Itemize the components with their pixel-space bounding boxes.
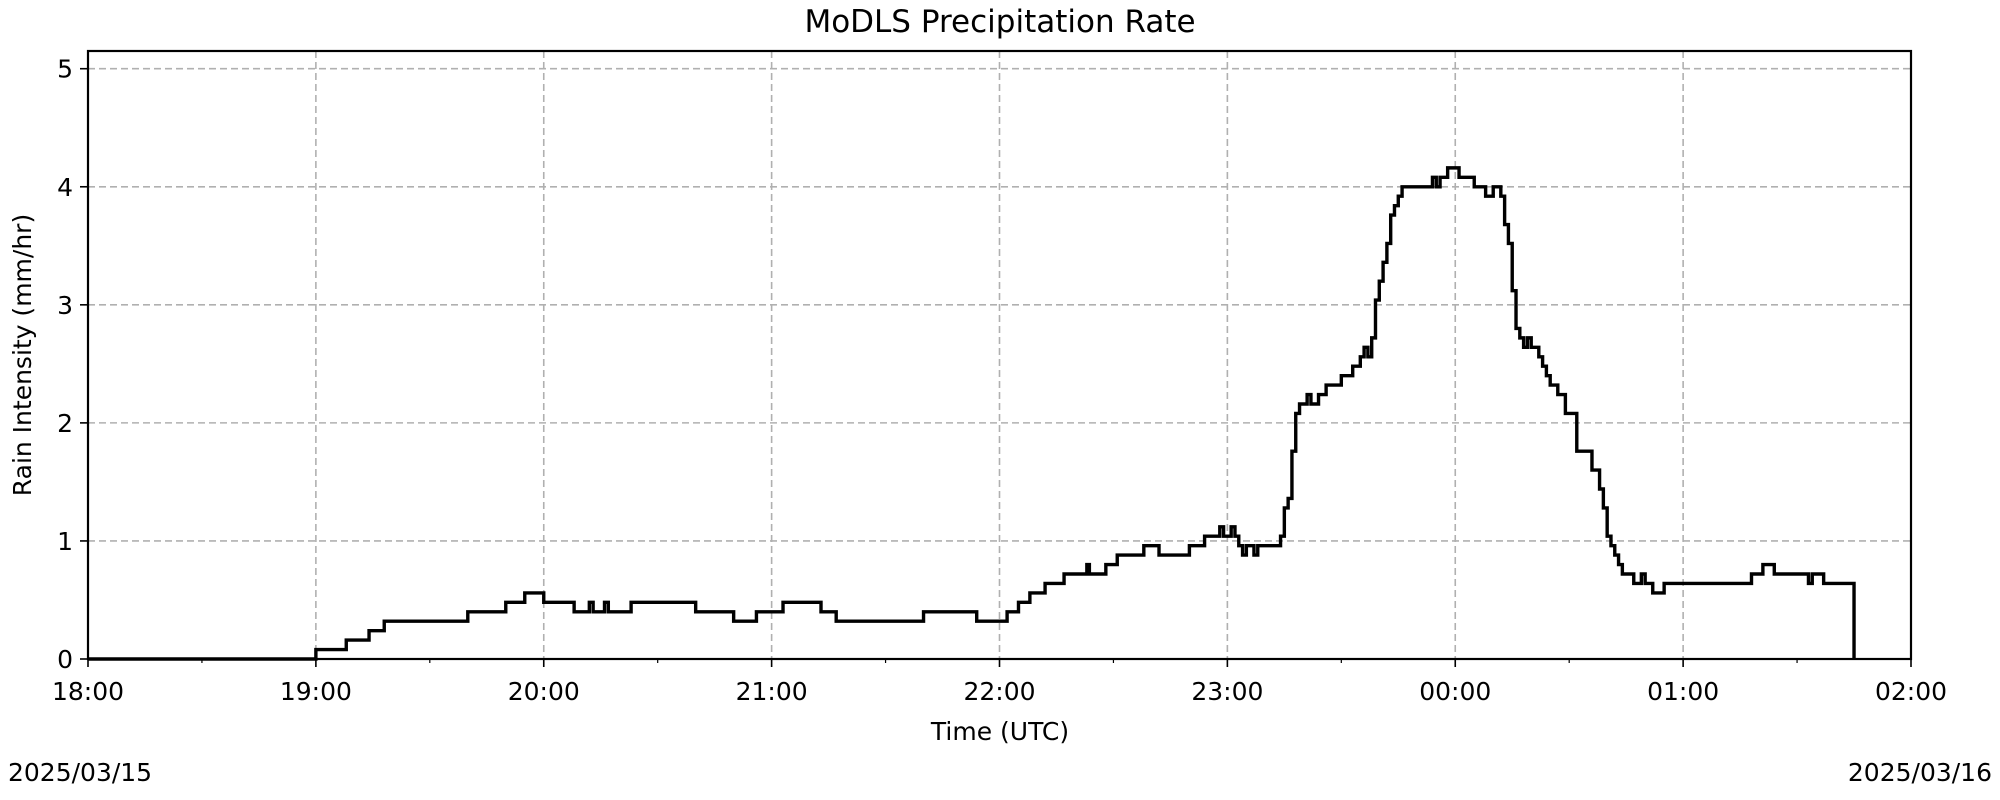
x-tick-label: 02:00 — [1875, 677, 1947, 706]
x-tick-label: 01:00 — [1647, 677, 1719, 706]
y-tick-label: 1 — [57, 527, 73, 556]
plot-frame — [86, 49, 1913, 661]
x-tick-label: 20:00 — [508, 677, 580, 706]
y-tick-label: 0 — [57, 645, 73, 674]
y-tick-label: 2 — [57, 409, 73, 438]
y-tick-label: 3 — [57, 291, 73, 320]
x-tick-label: 18:00 — [52, 677, 124, 706]
x-axis-label: Time (UTC) — [930, 717, 1069, 746]
grid — [88, 51, 1911, 659]
x-tick-label: 23:00 — [1191, 677, 1263, 706]
end-date-label: 2025/03/16 — [1847, 758, 1992, 787]
chart-title: MoDLS Precipitation Rate — [804, 4, 1195, 40]
series-layer — [88, 166, 1856, 661]
y-tick-label: 4 — [57, 173, 73, 202]
x-tick-label: 19:00 — [280, 677, 352, 706]
x-tick-label: 00:00 — [1419, 677, 1491, 706]
start-date-label: 2025/03/15 — [8, 758, 153, 787]
x-tick-label: 21:00 — [736, 677, 808, 706]
y-tick-label: 5 — [57, 55, 73, 84]
ticks: 18:00 19:00 20:00 21:00 22:00 23:00 00:00 01:00… — [52, 55, 1947, 706]
precipitation-series-line — [88, 166, 1856, 661]
y-axis-label: Rain Intensity (mm/hr) — [8, 214, 37, 496]
x-tick-label: 22:00 — [963, 677, 1035, 706]
